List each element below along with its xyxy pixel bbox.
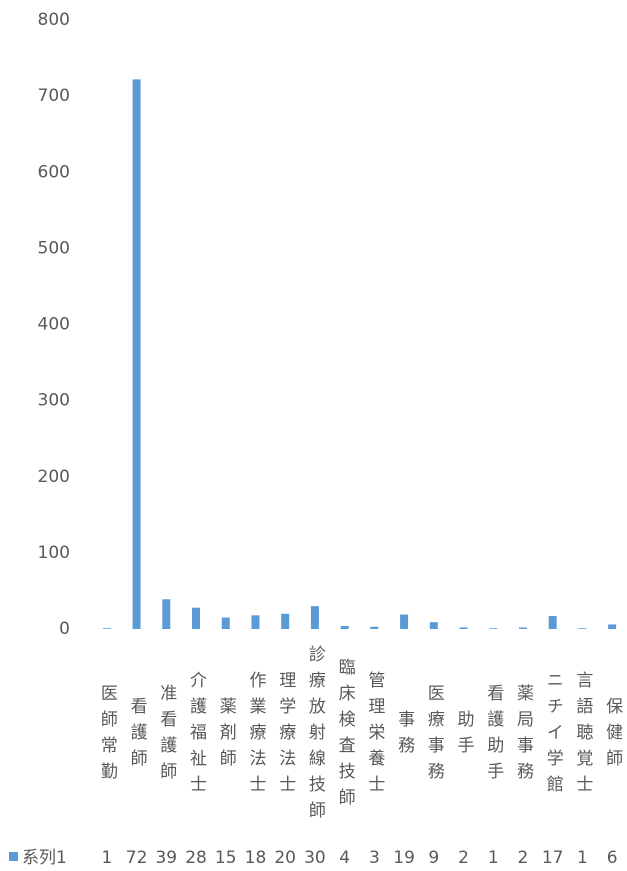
table-value: 39 xyxy=(155,848,177,868)
table-value: 3 xyxy=(369,848,380,868)
bar xyxy=(370,626,379,629)
table-value: 6 xyxy=(607,848,618,868)
y-tick-label: 200 xyxy=(38,467,70,487)
bar xyxy=(281,613,290,629)
bar xyxy=(310,606,319,629)
table-value: 15 xyxy=(215,848,237,868)
table-value: 1 xyxy=(101,848,112,868)
x-tick-label: 事務 xyxy=(394,710,415,762)
x-tick-label: 薬局事務 xyxy=(513,684,534,788)
x-tick-label: 理学療法士 xyxy=(275,671,296,801)
x-tick-label: 言語聴覚士 xyxy=(572,671,593,801)
bar xyxy=(518,627,527,629)
x-tick-label: 作業療法士 xyxy=(245,671,266,801)
table-value: 1 xyxy=(577,848,588,868)
x-tick-label: 薬剤師 xyxy=(216,697,237,775)
legend-swatch xyxy=(9,852,18,861)
table-value: 18 xyxy=(245,848,267,868)
table-value: 28 xyxy=(185,848,207,868)
x-tick-label: 医療事務 xyxy=(424,684,445,788)
x-tick-label: 介護福祉士 xyxy=(186,671,207,801)
legend-label: 系列1 xyxy=(22,848,67,868)
bar xyxy=(132,79,141,629)
y-tick-label: 300 xyxy=(38,391,70,411)
bar xyxy=(608,624,617,629)
table-value: 72 xyxy=(126,848,148,868)
table-value: 1 xyxy=(488,848,499,868)
y-tick-label: 0 xyxy=(59,619,70,639)
x-tick-label: 看護師 xyxy=(127,697,148,775)
x-tick-label: 保健師 xyxy=(602,697,623,775)
x-tick-label: 診療放射線技師 xyxy=(305,645,326,827)
x-tick-label: 臨床検査技師 xyxy=(335,658,356,814)
bar xyxy=(429,622,438,629)
y-tick-label: 800 xyxy=(38,10,70,30)
x-tick-label: 助手 xyxy=(454,710,475,762)
table-value: 19 xyxy=(393,848,415,868)
bar xyxy=(400,614,409,629)
bar xyxy=(192,607,201,629)
y-tick-label: 100 xyxy=(38,543,70,563)
bar xyxy=(340,625,349,629)
y-tick-label: 600 xyxy=(38,162,70,182)
table-value: 2 xyxy=(458,848,469,868)
x-tick-label: 管理栄養士 xyxy=(364,671,385,801)
table-value: 4 xyxy=(339,848,350,868)
x-tick-label: 准看護師 xyxy=(156,684,177,788)
bar xyxy=(251,615,260,629)
bar xyxy=(221,617,230,629)
table-value: 17 xyxy=(542,848,564,868)
y-tick-label: 500 xyxy=(38,238,70,258)
table-value: 2 xyxy=(518,848,529,868)
bar xyxy=(102,628,111,629)
x-tick-label: 看護助手 xyxy=(483,684,504,788)
table-value: 20 xyxy=(274,848,296,868)
table-value: 9 xyxy=(428,848,439,868)
bar xyxy=(459,627,468,629)
x-tick-label: 医師常勤 xyxy=(97,684,118,788)
y-tick-label: 400 xyxy=(38,315,70,335)
bar xyxy=(489,628,498,629)
x-tick-label: ニチイ学館 xyxy=(543,671,564,801)
y-tick-label: 700 xyxy=(38,86,70,106)
table-value: 30 xyxy=(304,848,326,868)
bar xyxy=(162,599,171,629)
bar xyxy=(578,628,587,629)
bar xyxy=(548,616,557,629)
